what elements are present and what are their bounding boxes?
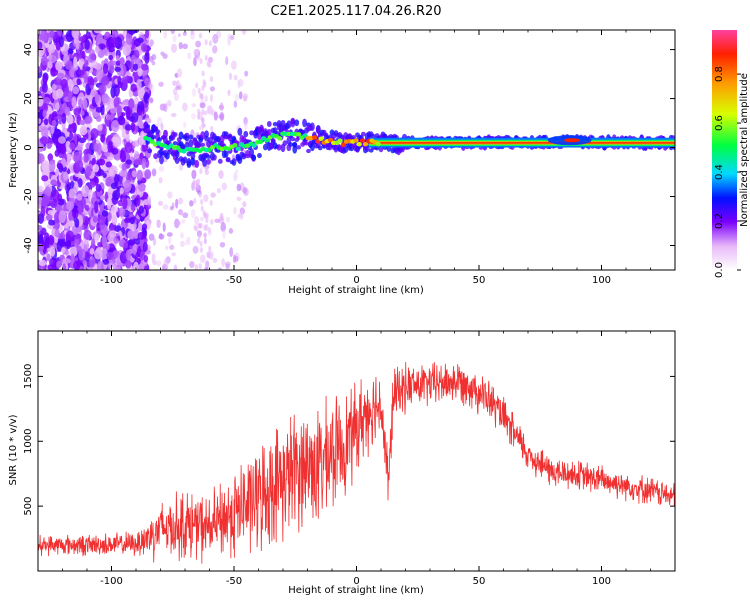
x-tick-label: 0 — [353, 576, 359, 587]
colorbar-ticks: 0.0 0.2 0.4 0.6 0.8 — [714, 66, 741, 278]
colorbar-tick-label: 0.2 — [714, 213, 725, 229]
y-tick-label: 20 — [23, 92, 34, 105]
x-tick-label: 50 — [473, 275, 486, 286]
x-tick-label: 100 — [592, 576, 611, 587]
x-tick-label: -50 — [226, 275, 242, 286]
y-tick-label: 40 — [23, 43, 34, 56]
spectrogram-xlabel: Height of straight line (km) — [288, 285, 424, 296]
snr-axes: -100 -50 0 50 100 500 1000 1500 — [23, 331, 676, 587]
x-tick-label: 50 — [473, 576, 486, 587]
spectrogram-panel: -100 -50 0 50 100 -40 -20 0 20 40 Height of strai… — [8, 29, 676, 296]
snr-series-line — [38, 362, 675, 564]
x-tick-label: 100 — [592, 275, 611, 286]
snr-xlabel: Height of straight line (km) — [288, 585, 424, 596]
colorbar-label: Normalized spectral amplitude — [739, 73, 750, 227]
y-tick-label: -20 — [23, 188, 34, 204]
colorbar-tick-label: 0.4 — [714, 164, 725, 180]
x-tick-label: -100 — [100, 576, 123, 587]
spectrogram-axes: -100 -50 0 50 100 -40 -20 0 20 40 — [23, 30, 676, 286]
snr-ylabel: SNR (10 * v/v) — [8, 414, 19, 485]
y-tick-label: 1500 — [23, 364, 34, 389]
figure-title: C2E1.2025.117.04.26.R20 — [270, 4, 441, 19]
colorbar-tick-label: 0.0 — [714, 262, 725, 278]
y-tick-label: 1000 — [23, 429, 34, 454]
colorbar-tick-label: 0.6 — [714, 115, 725, 131]
x-tick-label: 0 — [353, 275, 359, 286]
x-tick-label: -100 — [100, 275, 123, 286]
colorbar-scale — [712, 30, 737, 270]
spectrogram-image — [38, 30, 675, 270]
snr-panel: -100 -50 0 50 100 500 1000 1500 Height of strai… — [8, 330, 676, 596]
spectrogram-ylabel: Frequency (Hz) — [8, 112, 19, 188]
colorbar: 0.0 0.2 0.4 0.6 0.8 Normalized spectral ampl… — [712, 30, 750, 278]
x-tick-label: -50 — [226, 576, 242, 587]
colorbar-tick-label: 0.8 — [714, 66, 725, 82]
y-tick-label: -40 — [23, 237, 34, 253]
y-tick-label: 0 — [23, 144, 34, 150]
y-tick-label: 500 — [23, 497, 34, 516]
